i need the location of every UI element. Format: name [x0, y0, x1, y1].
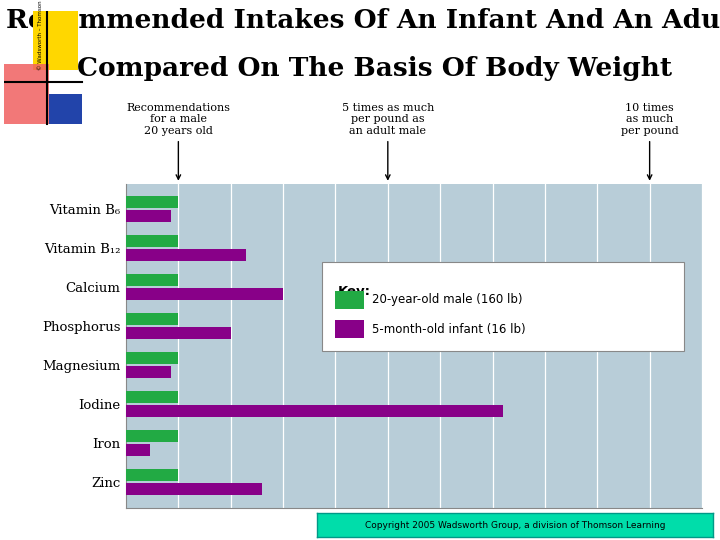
Bar	[126, 327, 230, 339]
Bar	[126, 210, 171, 222]
Bar	[126, 195, 179, 208]
Bar	[126, 249, 246, 261]
Bar	[126, 405, 503, 417]
Bar	[126, 391, 179, 403]
Text: 5-month-old infant (16 lb): 5-month-old infant (16 lb)	[372, 323, 526, 336]
Bar	[126, 274, 179, 286]
Text: Key:: Key:	[338, 285, 371, 298]
Bar	[126, 313, 179, 325]
Bar	[126, 288, 283, 300]
Bar	[126, 483, 262, 496]
FancyBboxPatch shape	[323, 262, 684, 352]
Bar	[126, 469, 179, 482]
Bar	[336, 291, 364, 308]
Bar	[126, 235, 179, 247]
Text: 20-year-old male (160 lb): 20-year-old male (160 lb)	[372, 293, 523, 306]
Bar	[126, 366, 171, 379]
Text: Recommendations
for a male
20 years old: Recommendations for a male 20 years old	[127, 103, 230, 179]
Bar	[4, 64, 49, 124]
Bar	[336, 320, 364, 338]
Bar	[126, 430, 179, 442]
Text: © Wadsworth – Thomson: © Wadsworth – Thomson	[38, 1, 43, 70]
Text: Compared On The Basis Of Body Weight: Compared On The Basis Of Body Weight	[77, 56, 672, 82]
Bar	[49, 94, 82, 124]
Text: 5 times as much
per pound as
an adult male: 5 times as much per pound as an adult ma…	[341, 103, 434, 179]
Text: 10 times
as much
per pound: 10 times as much per pound	[621, 103, 678, 179]
Bar	[126, 444, 150, 456]
Bar	[32, 11, 78, 70]
Bar	[126, 352, 179, 365]
Text: Recommended Intakes Of An Infant And An Adult: Recommended Intakes Of An Infant And An …	[6, 8, 720, 33]
Text: Copyright 2005 Wadsworth Group, a division of Thomson Learning: Copyright 2005 Wadsworth Group, a divisi…	[364, 521, 665, 530]
